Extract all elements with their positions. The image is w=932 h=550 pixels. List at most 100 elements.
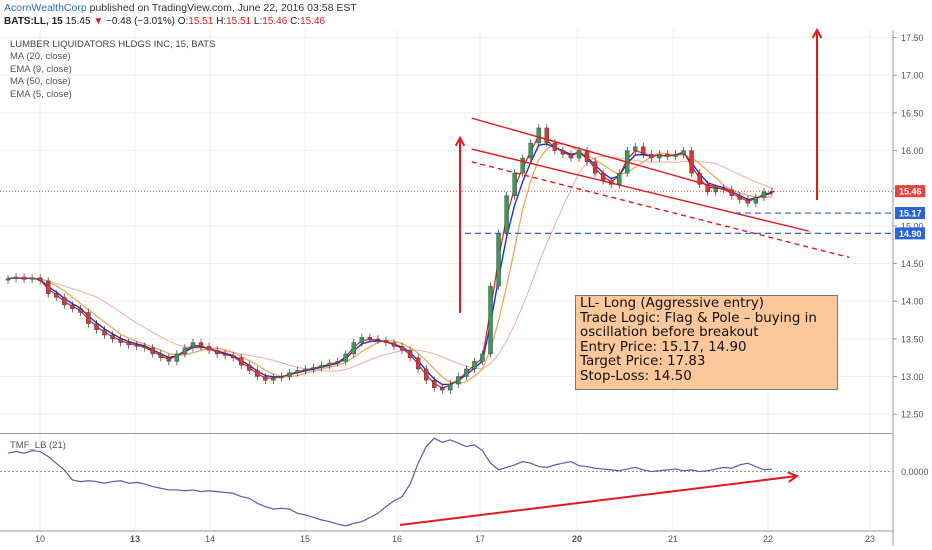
candle-body: [343, 353, 348, 362]
candle-body: [592, 161, 598, 174]
symbol-label: BATS:LL, 15: [4, 16, 63, 27]
candle-body: [174, 353, 180, 362]
candle-body: [335, 361, 340, 364]
candle-body: [383, 340, 389, 343]
x-tick-label: 22: [763, 534, 773, 544]
x-tick-label: 16: [392, 534, 402, 544]
x-tick-label: 20: [572, 534, 582, 544]
last-price: 15.45: [65, 16, 91, 27]
low-value: 15.46: [262, 16, 288, 27]
tmf-panel: 0.0000: [0, 437, 929, 527]
x-tick-label: 15: [300, 534, 310, 544]
down-arrow-icon: ▼: [93, 16, 104, 27]
candle-body: [753, 197, 759, 204]
candle-body: [110, 334, 115, 340]
flag-lower: [471, 148, 809, 232]
candle-body: [327, 362, 332, 366]
candle-body: [713, 187, 718, 193]
price-badge: [895, 207, 925, 220]
tmf-divergence-arrow-head: [787, 471, 800, 483]
tmf-legend[interactable]: TMF_LB (21): [10, 440, 66, 451]
x-tick-label: 14: [205, 534, 215, 544]
close-value: 15.46: [300, 16, 326, 27]
candle-body: [263, 376, 268, 381]
high-value: 15.51: [226, 16, 252, 27]
annotation-line: LL- Long (Aggressive entry): [580, 296, 764, 311]
x-tick-label: 13: [130, 534, 140, 544]
candle-body: [295, 370, 300, 373]
candle-body: [617, 172, 622, 185]
candle-body: [576, 150, 582, 159]
y-tick-label: 17.00: [901, 71, 924, 81]
annotation-line: Stop-Loss: 14.50: [580, 368, 692, 384]
candle-body: [118, 338, 123, 343]
tmf-zero-label: 0.0000: [901, 467, 929, 477]
candle-body: [13, 276, 19, 279]
candle-body: [440, 387, 445, 391]
ohlc-readout: BATS:LL, 15 15.45 ▼ −0.48 (−3.01%) O:15.…: [4, 16, 325, 27]
open-value: 15.51: [188, 16, 214, 27]
candle-body: [54, 293, 59, 298]
pole-arrow-head: [454, 135, 466, 147]
chart-header: AcornWealthCorp published on TradingView…: [4, 2, 357, 14]
candle-body: [407, 349, 413, 358]
candle-body: [126, 342, 131, 346]
candle-body: [689, 150, 694, 174]
candle-body: [520, 157, 525, 174]
candle-body: [673, 154, 678, 157]
annotation-line: Trade Logic: Flag & Pole – buying in: [580, 310, 817, 326]
price-badge-label: 14.90: [899, 229, 922, 239]
candle-body: [158, 353, 164, 358]
x-tick-label: 10: [35, 534, 45, 544]
candle-body: [633, 146, 638, 151]
publish-info: published on TradingView.com, June 22, 2…: [86, 2, 357, 14]
y-tick-label: 17.50: [901, 33, 924, 43]
trend-drawings: [0, 27, 893, 313]
chart-grid: [0, 30, 893, 531]
candle-body: [423, 368, 429, 381]
legend-ma50[interactable]: MA (50, close): [10, 76, 71, 88]
candle-body: [512, 172, 517, 196]
candle-body: [504, 195, 509, 234]
price-badge: [895, 227, 925, 240]
candle-body: [552, 142, 558, 151]
candle-body: [415, 357, 421, 370]
candle-body: [311, 367, 316, 370]
candle-body: [367, 337, 373, 340]
candle-body: [649, 154, 654, 159]
price-change: −0.48 (−3.01%): [106, 16, 175, 27]
legend-ema9[interactable]: EMA (9, close): [10, 63, 72, 75]
candle-body: [150, 347, 155, 355]
candle-body: [287, 372, 292, 377]
candle-body: [544, 127, 550, 144]
candle-body: [737, 195, 743, 200]
legend-ma20[interactable]: MA (20, close): [10, 51, 71, 63]
candle-body: [142, 346, 147, 349]
close-label: C:: [290, 16, 301, 27]
candle-body: [375, 338, 381, 341]
candle-body: [399, 346, 405, 351]
candle-body: [536, 127, 541, 144]
candle-body: [5, 278, 11, 281]
candle-body: [247, 365, 252, 371]
candle-body: [761, 191, 767, 198]
candle-body: [432, 380, 437, 389]
candle-body: [239, 357, 244, 366]
author-link[interactable]: AcornWealthCorp: [4, 2, 87, 14]
candle-body: [472, 361, 477, 370]
candlesticks: [5, 124, 775, 394]
candle-body: [319, 365, 324, 368]
open-label: O:: [177, 16, 189, 27]
tmf-line: [7, 437, 773, 527]
y-tick-label: 14.50: [901, 259, 924, 269]
legend-ema5[interactable]: EMA (5, close): [10, 88, 72, 100]
y-tick-label: 15.00: [901, 221, 924, 231]
candle-body: [37, 277, 43, 282]
candle-body: [745, 199, 751, 204]
candle-body: [391, 342, 397, 347]
candle-body: [488, 285, 493, 355]
low-label: L:: [253, 16, 263, 27]
candle-body: [729, 189, 734, 196]
candle-body: [697, 172, 702, 185]
